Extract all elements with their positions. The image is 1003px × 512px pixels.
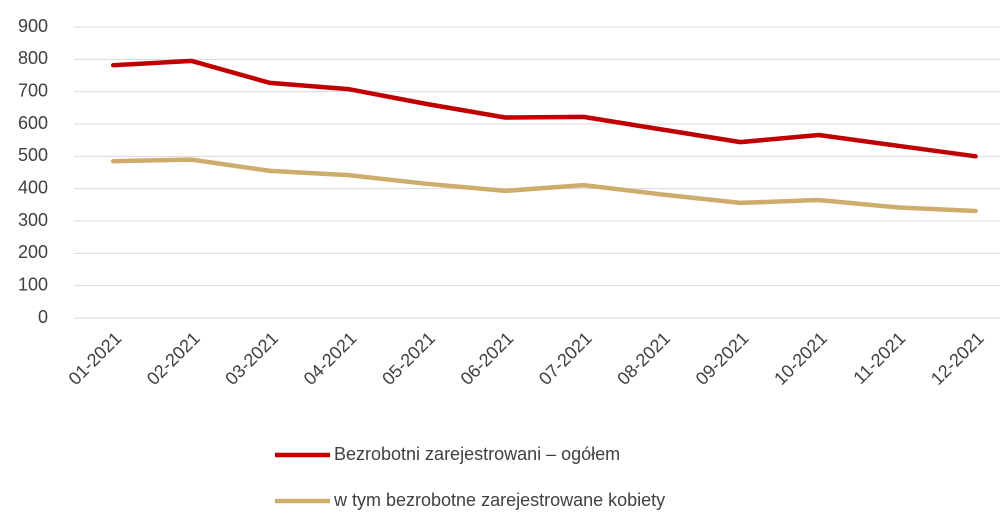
y-tick-label: 200	[18, 242, 48, 262]
x-tick-label: 05-2021	[378, 328, 439, 389]
legend-label: Bezrobotni zarejestrowani – ogółem	[334, 444, 620, 464]
legend-label: w tym bezrobotne zarejestrowane kobiety	[333, 490, 665, 510]
x-tick-label: 07-2021	[535, 328, 596, 389]
x-tick-label: 03-2021	[221, 328, 282, 389]
x-tick-label: 06-2021	[457, 328, 518, 389]
x-tick-label: 10-2021	[770, 328, 831, 389]
y-tick-label: 900	[18, 16, 48, 36]
x-tick-label: 02-2021	[143, 328, 204, 389]
y-tick-label: 600	[18, 113, 48, 133]
series-line	[110, 157, 978, 214]
y-tick-label: 500	[18, 145, 48, 165]
y-tick-label: 800	[18, 48, 48, 68]
x-tick-label: 04-2021	[300, 328, 361, 389]
x-tick-label: 09-2021	[692, 328, 753, 389]
y-tick-label: 700	[18, 80, 48, 100]
x-tick-label: 11-2021	[849, 328, 909, 388]
y-tick-label: 300	[18, 210, 48, 230]
x-tick-label: 12-2021	[927, 328, 988, 389]
y-tick-label: 100	[18, 274, 48, 294]
series-line	[110, 58, 978, 159]
x-tick-label: 01-2021	[65, 328, 126, 389]
x-tick-label: 08-2021	[613, 328, 674, 389]
y-tick-label: 0	[38, 307, 48, 327]
y-tick-label: 400	[18, 177, 48, 197]
